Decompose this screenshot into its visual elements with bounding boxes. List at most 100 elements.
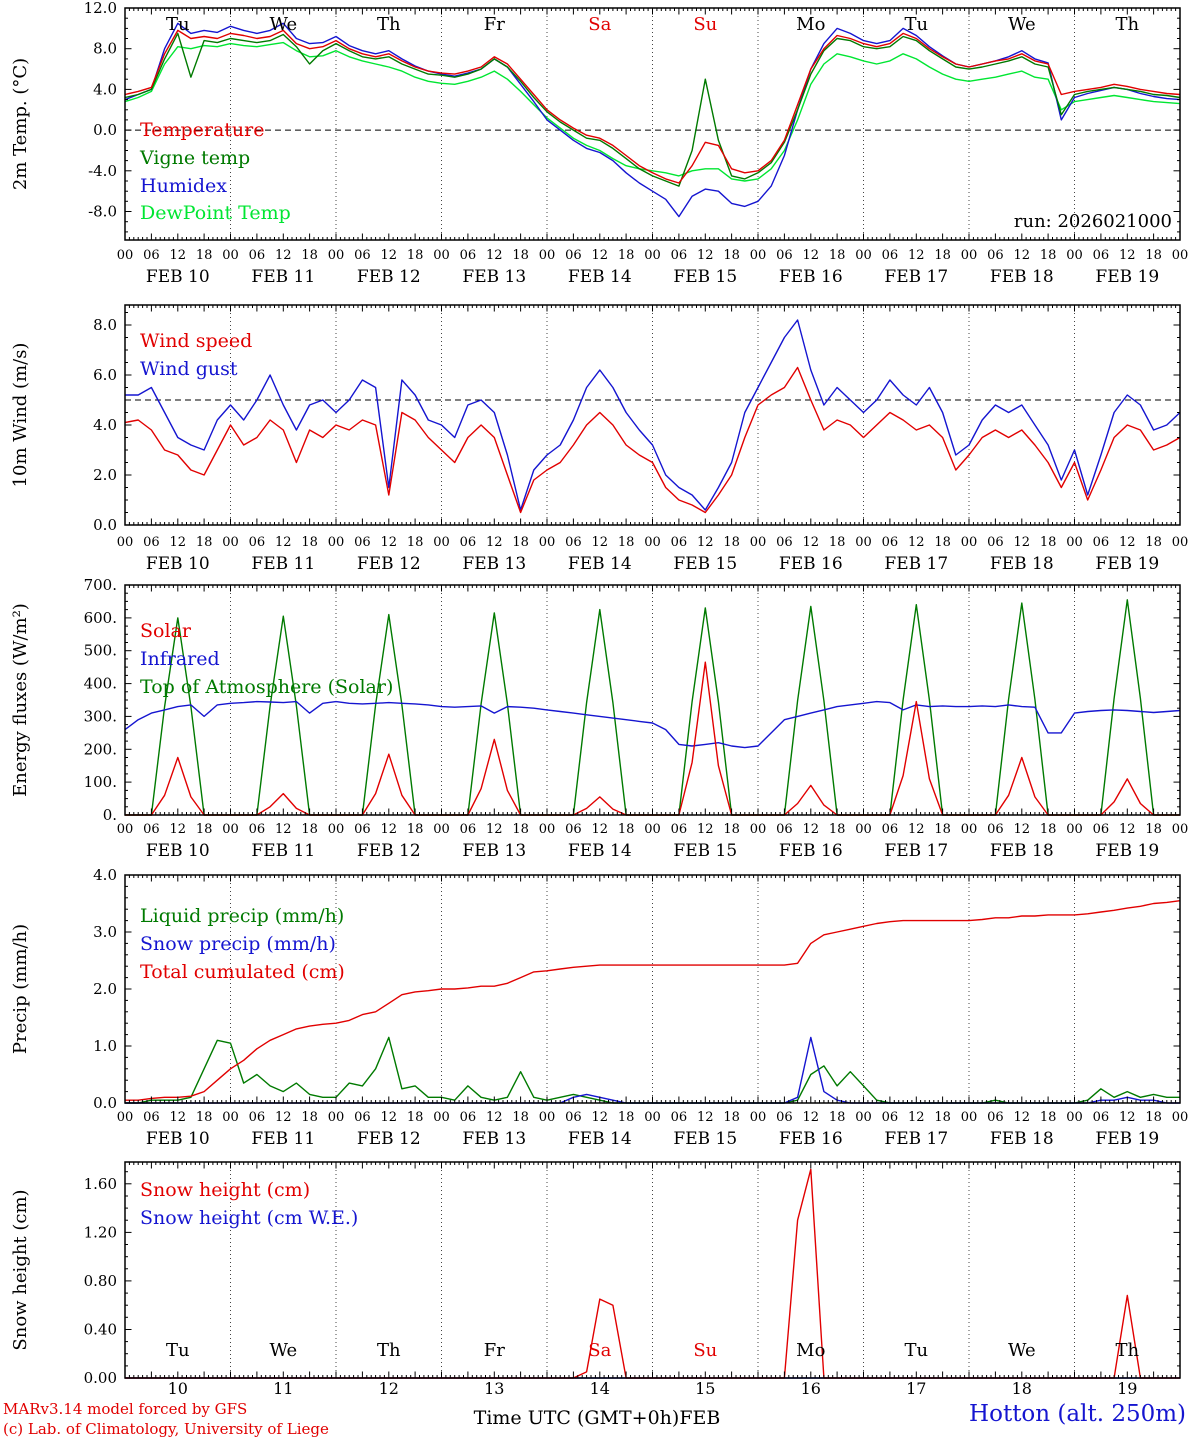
svg-text:FEB 18: FEB 18: [990, 841, 1054, 861]
legend-infrared: Infrared: [140, 648, 220, 670]
svg-text:06: 06: [1093, 822, 1110, 837]
day-name-labels: Tu We Th Fr Sa Su Mo Tu We Th: [166, 1340, 1140, 1361]
svg-text:FEB 17: FEB 17: [884, 1129, 948, 1149]
svg-text:18: 18: [407, 822, 424, 837]
svg-text:12: 12: [275, 1110, 292, 1125]
svg-text:1.60: 1.60: [84, 1175, 117, 1193]
legend-wind-gust: Wind gust: [140, 358, 238, 380]
snow-height-panel: 0.00 0.40 0.80 1.20 1.60 10 11 12 13 14 15 16 17 18 19…: [10, 1161, 1181, 1398]
day-gridlines: [230, 305, 1075, 525]
svg-text:00: 00: [117, 535, 134, 550]
svg-text:12: 12: [486, 1110, 503, 1125]
svg-text:12: 12: [275, 248, 292, 263]
svg-text:12: 12: [697, 248, 714, 263]
svg-text:11: 11: [273, 1379, 293, 1398]
svg-text:FEB 16: FEB 16: [779, 1129, 843, 1149]
y-tick-labels: 0.0 2.0 4.0 6.0 8.0: [93, 316, 117, 534]
svg-text:18: 18: [829, 248, 846, 263]
svg-text:FEB 17: FEB 17: [884, 554, 948, 574]
day-label-tu-0: Tu: [166, 14, 190, 35]
day-label-sa-4: Sa: [588, 14, 611, 35]
y-tick-labels: 0.0 1.0 2.0 3.0 4.0: [93, 868, 117, 1112]
svg-text:06: 06: [1093, 535, 1110, 550]
svg-text:12: 12: [1014, 1110, 1031, 1125]
svg-text:0.80: 0.80: [84, 1272, 117, 1290]
svg-text:00: 00: [855, 535, 872, 550]
svg-text:00: 00: [750, 1110, 767, 1125]
svg-text:FEB 16: FEB 16: [779, 554, 843, 574]
svg-text:0.0: 0.0: [93, 1094, 117, 1112]
svg-text:FEB 13: FEB 13: [462, 841, 526, 861]
svg-text:00: 00: [222, 1110, 239, 1125]
series-group: [124, 319, 1181, 514]
legend-vigne-temp: Vigne temp: [139, 147, 250, 169]
svg-text:06: 06: [143, 822, 160, 837]
svg-text:18: 18: [407, 1110, 424, 1125]
svg-text:06: 06: [882, 822, 899, 837]
svg-text:06: 06: [1093, 1110, 1110, 1125]
svg-text:00: 00: [961, 822, 978, 837]
svg-text:12: 12: [486, 535, 503, 550]
svg-text:18: 18: [618, 822, 635, 837]
svg-text:FEB 11: FEB 11: [251, 841, 315, 861]
series-wind-gust: [125, 319, 1181, 511]
svg-text:06: 06: [671, 248, 688, 263]
svg-text:FEB 15: FEB 15: [673, 841, 737, 861]
svg-text:00: 00: [961, 1110, 978, 1125]
svg-text:0.40: 0.40: [84, 1321, 117, 1339]
svg-text:18: 18: [407, 535, 424, 550]
svg-text:18: 18: [618, 535, 635, 550]
svg-text:00: 00: [328, 822, 345, 837]
svg-text:4.0: 4.0: [93, 80, 117, 98]
svg-text:00: 00: [961, 248, 978, 263]
svg-text:06: 06: [882, 248, 899, 263]
axis-ticks: [124, 1162, 1181, 1379]
svg-text:FEB 18: FEB 18: [990, 267, 1054, 287]
svg-text:17: 17: [906, 1379, 926, 1398]
svg-text:18: 18: [1040, 535, 1057, 550]
series-top-of-atmosphere-solar: [125, 599, 1180, 816]
svg-text:FEB 16: FEB 16: [779, 267, 843, 287]
series-group: [124, 599, 1181, 816]
svg-text:12: 12: [275, 822, 292, 837]
svg-text:12: 12: [697, 1110, 714, 1125]
svg-text:18: 18: [512, 248, 529, 263]
svg-text:FEB 10: FEB 10: [146, 267, 210, 287]
legend-temperature: Temperature: [140, 119, 264, 141]
legend-total-cumulated-cm: Total cumulated (cm): [140, 961, 345, 983]
svg-text:FEB 14: FEB 14: [568, 267, 632, 287]
svg-text:00: 00: [644, 248, 661, 263]
svg-text:12: 12: [379, 1379, 399, 1398]
y-tick-labels: 0. 100. 200. 300. 400. 500. 600. 700.: [84, 578, 117, 824]
svg-text:FEB 19: FEB 19: [1095, 554, 1159, 574]
svg-text:06: 06: [565, 535, 582, 550]
svg-text:00: 00: [644, 1110, 661, 1125]
svg-text:FEB 12: FEB 12: [357, 841, 421, 861]
svg-text:06: 06: [671, 1110, 688, 1125]
svg-text:16: 16: [801, 1379, 821, 1398]
station-label: Hotton (alt. 250m): [969, 1401, 1186, 1427]
svg-text:12: 12: [1014, 822, 1031, 837]
svg-text:18: 18: [301, 248, 318, 263]
svg-text:0.0: 0.0: [93, 516, 117, 534]
svg-text:FEB 19: FEB 19: [1095, 267, 1159, 287]
svg-text:12: 12: [803, 248, 820, 263]
svg-text:06: 06: [565, 1110, 582, 1125]
svg-text:15: 15: [695, 1379, 715, 1398]
svg-text:00: 00: [855, 822, 872, 837]
svg-text:FEB 10: FEB 10: [146, 841, 210, 861]
svg-text:00: 00: [433, 248, 450, 263]
legend-solar: Solar: [140, 620, 192, 642]
svg-text:FEB 14: FEB 14: [568, 1129, 632, 1149]
svg-text:14: 14: [590, 1379, 610, 1398]
svg-text:12: 12: [1119, 535, 1136, 550]
svg-text:12: 12: [803, 822, 820, 837]
svg-text:12: 12: [381, 535, 398, 550]
svg-text:18: 18: [512, 535, 529, 550]
y-axis-title: 10m Wind (m/s): [10, 343, 31, 488]
svg-text:06: 06: [565, 248, 582, 263]
svg-text:18: 18: [618, 1110, 635, 1125]
svg-text:4.0: 4.0: [93, 868, 117, 884]
svg-text:-8.0: -8.0: [88, 203, 117, 221]
y-axis-title: Energy fluxes (W/m²): [10, 603, 31, 797]
